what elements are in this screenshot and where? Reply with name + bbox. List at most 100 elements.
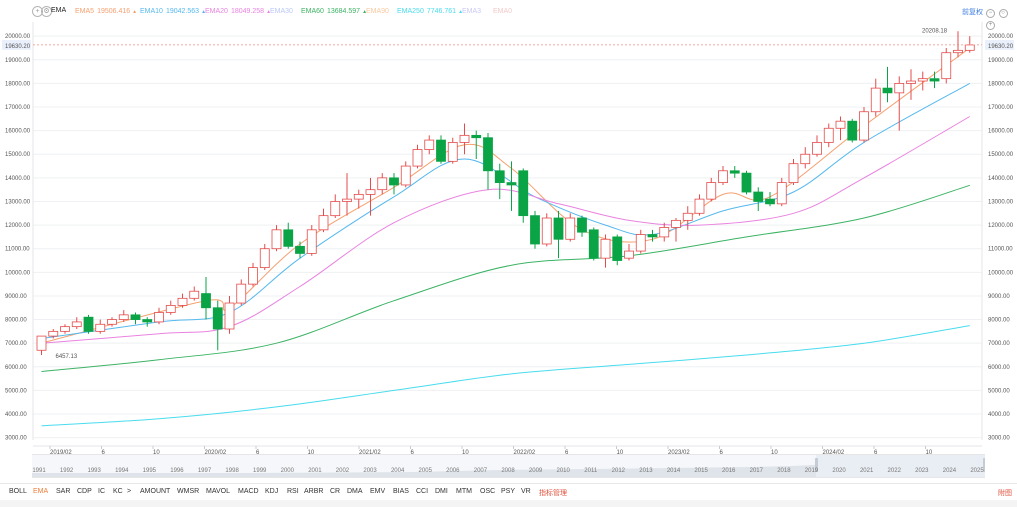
price-lines: 19630.20 19630.20 20208.18 6457.13 [2,28,1014,360]
reset-icon[interactable]: ○ [998,9,1008,18]
x-tick-label: 2024/02 [823,450,845,456]
candle [729,166,740,178]
candle [283,222,294,249]
navigator-year-label: 1998 [225,468,239,474]
time-navigator[interactable]: 1991 1992 1993 1994 1995 1996 1997 1998 1999 2000… [32,454,985,478]
candle-body [600,238,611,259]
candle-body [306,229,317,254]
indicator-name[interactable]: EMA [51,7,67,14]
indicator-tab[interactable]: IC [98,488,105,495]
candle [565,213,576,242]
candle-body [400,165,411,186]
legend-item-ema30[interactable]: EMA30 [270,7,293,16]
x-tick-label: 10 [771,450,778,456]
candle-body [671,219,681,228]
indicator-tab[interactable]: PSY [501,488,516,495]
legend-item-ema60[interactable]: EMA60 13684.597 ▲ [301,7,367,17]
legend-item-ema3[interactable]: EMA3 [462,7,481,16]
navigator-year-label: 2019 [804,468,819,474]
y-tick-label-left: 5000.00 [5,388,27,394]
x-tick-label: 2019/02 [50,450,72,456]
navigator-year-label: 1999 [253,468,267,474]
candle [530,210,540,249]
y-axis-right: 3000.00 4000.00 5000.00 6000.00 7000.00 8000.… [988,34,1014,441]
settings-icon[interactable]: ⚙ [41,6,52,17]
x-tick-label: 6 [411,450,415,456]
x-tick-label: 2021/02 [359,450,381,456]
indicator-tab[interactable]: AMOUNT [140,488,171,495]
y-tick-label-right: 20000.00 [988,34,1014,40]
candle [201,277,211,320]
indicator-tab-bar: BOLL EMA SAR CDP IC KC > AMOUNT WMSR MAVOL MACD KDJ… [0,483,1017,500]
candle-body [659,227,670,238]
indicator-tab[interactable]: MAVOL [206,488,230,495]
indicator-tab[interactable]: BOLL [9,488,27,495]
candle [118,310,129,322]
x-axis: 2019/02 6 10 2020/02 6 10 2021/02 6 10 2022/02 6 10… [49,446,933,456]
indicator-tab[interactable]: CR [330,488,341,495]
y-axis-left: 3000.00 4000.00 5000.00 6000.00 7000.00 8000.… [5,34,31,441]
candle [60,324,70,334]
navigator-year-label: 2024 [942,468,957,474]
candle-body [271,229,282,250]
legend-arrow-icon: ▲ [362,9,368,15]
indicator-tab[interactable]: CDP [77,488,92,495]
navigator-left-handle[interactable] [815,458,818,472]
legend-item-ema250[interactable]: EMA250 7746.761 ▲ [397,7,463,17]
legend-label: EMA60 [301,8,324,15]
candle-body [494,170,505,183]
legend-item-ema0[interactable]: EMA0 [493,7,512,16]
candle-body [295,245,305,254]
y-tick-label-left: 6000.00 [5,365,27,371]
bottom-strip [0,500,1017,507]
indicator-tab[interactable]: KC [113,488,123,495]
navigator-year-label: 2000 [280,468,294,474]
indicator-tab[interactable]: WMSR [177,488,200,495]
indicator-tab[interactable]: DMA [347,488,363,495]
candle-body [377,177,388,191]
navigator-year-label: 2006 [446,468,460,474]
candle-body [201,293,211,309]
legend-item-ema90[interactable]: EMA90 [366,7,389,16]
indicator-tab[interactable]: > [127,488,132,495]
indicator-tab[interactable]: RSI [287,488,299,495]
candle [835,116,846,141]
indicator-tab[interactable]: SAR [56,488,71,495]
candle-body [471,134,482,139]
candlestick-chart[interactable]: 3000.00 4000.00 5000.00 6000.00 7000.00 8000.… [0,0,1017,480]
legend-item-ema20[interactable]: EMA20 18049.258 ▲ [205,7,271,17]
navigator-year-label: 2015 [694,468,708,474]
candle-body [541,217,552,245]
indicator-tab[interactable]: EMV [370,488,386,495]
sub-chart-button[interactable]: 附图 [998,490,1012,497]
candle [248,262,258,287]
indicator-tab[interactable]: 指标管理 [539,490,567,497]
indicator-tab[interactable]: CCI [416,488,429,495]
zoom-plus-icon[interactable]: + [986,21,995,30]
candle [224,295,235,334]
indicator-tab[interactable]: OSC [480,488,496,495]
indicator-tab[interactable]: KDJ [265,488,279,495]
navigator-year-label: 2023 [915,468,929,474]
navigator-year-label: 2014 [666,468,681,474]
navigator-year-label: 2013 [639,468,653,474]
indicator-tab[interactable]: MACD [238,488,259,495]
indicator-tab[interactable]: EMA [33,488,49,495]
navigator-year-label: 1994 [115,468,129,474]
candle-body [894,83,905,94]
navigator-window[interactable] [815,455,985,477]
indicator-tab[interactable]: DMI [435,488,448,495]
indicator-tab[interactable]: BIAS [393,488,409,495]
indicator-tab[interactable]: MTM [456,488,472,495]
indicator-tab[interactable]: VR [521,488,531,495]
adjust-mode-link[interactable]: 前复权 [962,9,983,16]
candle [48,329,59,339]
y-tick-label-right: 7000.00 [988,341,1010,347]
navigator-right-handle[interactable] [983,458,985,472]
y-tick-label-right: 14000.00 [988,176,1014,182]
candle [365,177,376,216]
indicator-tab[interactable]: ARBR [304,488,324,495]
legend-item-ema5[interactable]: EMA5 19506.416 ▲ [75,7,137,17]
candle [964,36,975,53]
legend-item-ema10[interactable]: EMA10 19042.563 ▲ [140,7,206,17]
